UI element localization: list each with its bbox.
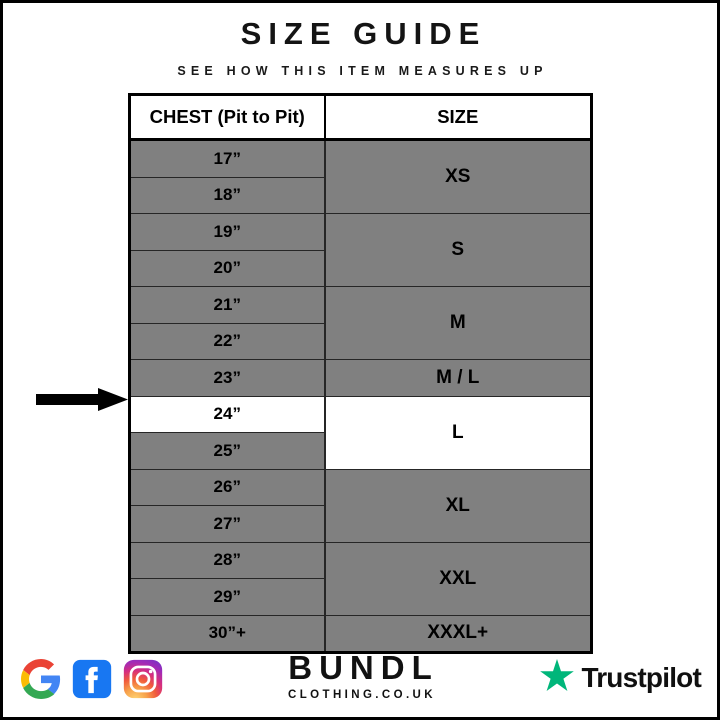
size-cell: L [323, 395, 592, 470]
column-header-size: SIZE [324, 94, 592, 141]
size-cell: XL [323, 468, 592, 543]
table-body: 17” XS 18” 19” S 20” 21” M 22” 23” M / L 24” L 25” 26”… [129, 139, 592, 653]
page-subtitle: SEE HOW THIS ITEM MEASURES UP [177, 63, 548, 78]
header: SIZE GUIDE SEE HOW THIS ITEM MEASURES UP [3, 3, 717, 78]
trustpilot-star-icon [540, 659, 575, 697]
social-links [21, 659, 163, 699]
table-header-row: CHEST (Pit to Pit) SIZE [129, 94, 592, 141]
brand-domain: CLOTHING.CO.UK [288, 688, 436, 701]
chest-cell: 26” [129, 468, 325, 506]
table-row: 25” [129, 432, 592, 470]
facebook-icon[interactable] [72, 659, 112, 699]
size-cell: XS [323, 139, 592, 214]
chest-cell: 27” [129, 505, 325, 543]
size-cell: M [323, 286, 592, 360]
instagram-icon[interactable] [123, 659, 163, 699]
table-row: 26” XL [129, 468, 592, 543]
brand-logo: BUNDL CLOTHING.CO.UK [3, 649, 717, 701]
table-row: 20” [129, 249, 592, 287]
table-row: 19” S [129, 213, 592, 287]
chest-cell: 25” [129, 432, 325, 470]
table-row: 29” [129, 578, 592, 616]
chest-cell: 19” [129, 213, 325, 251]
table-row: 30”+ XXXL+ [129, 614, 592, 653]
chest-cell: 17” [129, 139, 325, 178]
trustpilot-logo[interactable]: Trustpilot [540, 659, 702, 697]
chest-cell: 28” [129, 541, 325, 579]
size-cell: XXXL+ [323, 614, 592, 653]
chest-cell: 21” [129, 286, 325, 324]
chest-cell: 30”+ [129, 614, 325, 653]
chest-cell: 20” [129, 249, 325, 287]
footer: BUNDL CLOTHING.CO.UK Trustpilot [3, 643, 717, 715]
table-header: CHEST (Pit to Pit) SIZE [129, 94, 592, 141]
size-cell: S [323, 213, 592, 287]
chest-cell: 24” [129, 395, 325, 433]
size-cell: XXL [323, 541, 592, 616]
chest-cell: 29” [129, 578, 325, 616]
table-row: 18” [129, 176, 592, 214]
size-table-wrapper: CHEST (Pit to Pit) SIZE 17” XS 18” 19” S 20” 2… [128, 93, 593, 654]
table-row: 17” XS [129, 139, 592, 214]
chest-cell: 22” [129, 322, 325, 360]
size-table: CHEST (Pit to Pit) SIZE 17” XS 18” 19” S 20” 2… [128, 93, 593, 654]
chest-cell: 23” [129, 359, 325, 397]
trustpilot-wordmark: Trustpilot [581, 662, 701, 693]
chest-cell: 18” [129, 176, 325, 214]
brand-name: BUNDL [288, 649, 439, 686]
google-icon[interactable] [21, 659, 61, 699]
column-header-chest: CHEST (Pit to Pit) [129, 94, 326, 141]
table-row: 24” L [129, 395, 592, 470]
selection-arrow [36, 388, 128, 411]
page-title: SIZE GUIDE [240, 16, 487, 51]
table-row: 23” M / L [129, 359, 592, 397]
table-row: 21” M [129, 286, 592, 360]
table-row: 27” [129, 505, 592, 543]
size-cell: M / L [323, 359, 592, 397]
table-row: 28” XXL [129, 541, 592, 616]
